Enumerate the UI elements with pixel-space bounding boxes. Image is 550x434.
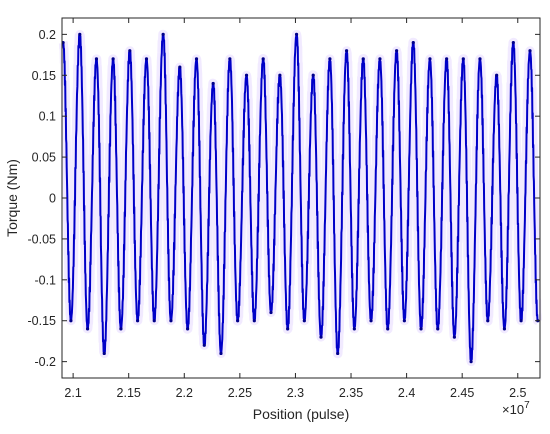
- x-multiplier-exponent: 7: [524, 400, 530, 411]
- x-axis-multiplier: ×107: [502, 400, 530, 417]
- y-tick-label: 0.15: [32, 69, 56, 83]
- torque-extremum-point: [402, 319, 406, 323]
- torque-extremum-point: [211, 81, 215, 86]
- torque-extremum-point: [478, 57, 482, 61]
- x-axis-label: Position (pulse): [253, 406, 350, 422]
- torque-extremum-point: [202, 343, 206, 347]
- torque-extremum-point: [161, 32, 165, 36]
- torque-extremum-point: [386, 327, 390, 331]
- y-tick-label: -0.2: [34, 355, 56, 369]
- torque-extremum-point: [319, 335, 323, 339]
- torque-extremum-point: [261, 57, 265, 61]
- torque-extremum-point: [85, 327, 90, 331]
- y-tick-label: 0.2: [39, 28, 56, 42]
- x-tick-label: 2.15: [117, 386, 141, 400]
- torque-extremum-point: [511, 40, 515, 45]
- torque-extremum-point: [436, 327, 440, 331]
- torque-extremum-point: [236, 319, 240, 323]
- x-multiplier-base: ×10: [502, 402, 524, 417]
- torque-extremum-point: [528, 49, 532, 53]
- torque-series-line: [62, 33, 539, 363]
- torque-extremum-point: [119, 327, 123, 331]
- torque-extremum-point: [428, 57, 432, 61]
- axis-ticks: 2.1 2.15 2.2 2.25 2.3 2.35 2.4 2.45 2.5 -0.2 -0.15…: [28, 18, 540, 400]
- torque-extremum-point: [419, 327, 423, 331]
- torque-extremum-point: [502, 327, 507, 331]
- torque-extremum-point: [361, 57, 365, 61]
- y-tick-label: -0.1: [34, 273, 56, 287]
- torque-extremum-point: [128, 49, 132, 53]
- torque-extremum-point: [94, 57, 99, 61]
- torque-extremum-point: [294, 32, 299, 36]
- torque-extremum-point: [302, 319, 306, 323]
- torque-extremum-point: [186, 327, 190, 331]
- torque-extremum-point: [328, 57, 332, 61]
- torque-extremum-point: [495, 73, 499, 77]
- x-tick-label: 2.1: [64, 386, 81, 400]
- torque-extremum-point: [111, 57, 115, 61]
- torque-extremum-point: [352, 327, 356, 331]
- torque-extremum-point: [486, 319, 490, 323]
- torque-extremum-point: [102, 351, 106, 356]
- y-tick-label: 0.1: [39, 110, 56, 124]
- x-tick-label: 2.5: [509, 386, 526, 400]
- x-tick-label: 2.2: [176, 386, 193, 400]
- x-tick-label: 2.35: [339, 386, 363, 400]
- torque-extremum-point: [69, 319, 73, 323]
- torque-extremum-point: [219, 351, 223, 356]
- torque-extremum-point: [278, 73, 282, 77]
- torque-extremum-point: [395, 49, 399, 53]
- torque-extremum-point: [228, 57, 232, 61]
- torque-extremum-point: [311, 73, 315, 77]
- torque-extremum-point: [194, 57, 199, 61]
- torque-extremum-point: [78, 32, 82, 36]
- torque-extremum-point: [461, 57, 465, 61]
- y-tick-label: -0.05: [28, 232, 57, 246]
- torque-extremum-point: [445, 57, 449, 61]
- x-tick-label: 2.45: [450, 386, 474, 400]
- torque-extremum-point: [378, 57, 382, 61]
- torque-extremum-point: [152, 319, 156, 323]
- torque-extremum-point: [178, 65, 182, 69]
- torque-extremum-point: [169, 319, 173, 323]
- x-tick-label: 2.4: [398, 386, 415, 400]
- torque-extremum-point: [144, 57, 149, 61]
- torque-extremum-point: [469, 360, 473, 364]
- torque-extremum-point: [135, 319, 140, 323]
- y-tick-label: -0.15: [28, 314, 57, 328]
- torque-extremum-point: [519, 319, 523, 323]
- torque-extremum-point: [286, 327, 290, 331]
- torque-extremum-point: [252, 319, 256, 323]
- torque-extremum-point: [369, 319, 373, 323]
- y-tick-label: 0.05: [32, 151, 56, 165]
- y-tick-label: 0: [49, 192, 56, 206]
- torque-extremum-point: [344, 49, 349, 53]
- y-axis-label: Torque (Nm): [4, 159, 20, 237]
- torque-extremum-point: [411, 40, 415, 45]
- torque-extremum-point: [244, 73, 249, 77]
- torque-extremum-point: [452, 335, 457, 339]
- x-tick-label: 2.3: [287, 386, 304, 400]
- series-group: [58, 29, 542, 367]
- torque-extremum-point: [336, 351, 340, 356]
- x-tick-label: 2.25: [228, 386, 252, 400]
- torque-extremum-point: [269, 310, 273, 315]
